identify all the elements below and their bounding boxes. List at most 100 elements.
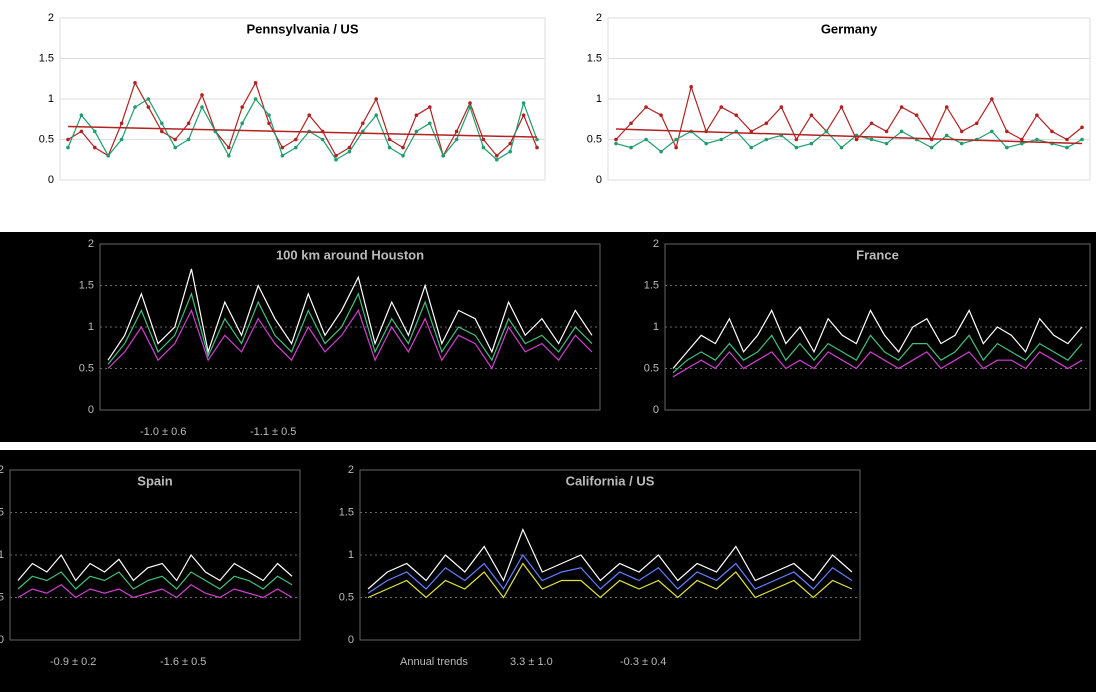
point — [320, 137, 325, 142]
y-tick-label: 0.5 — [587, 133, 602, 145]
point — [454, 129, 459, 134]
point — [280, 153, 285, 158]
series-line — [17, 584, 293, 599]
point — [227, 153, 231, 158]
chart-title: 100 km around Houston — [276, 247, 424, 262]
point — [79, 113, 84, 117]
point — [764, 121, 769, 126]
point — [990, 97, 994, 101]
point — [160, 121, 164, 126]
y-tick-label: 1 — [0, 549, 4, 561]
point — [869, 121, 874, 126]
point — [734, 113, 739, 117]
point — [133, 105, 137, 109]
point — [387, 137, 392, 142]
y-tick-label: 0.5 — [339, 591, 354, 603]
point — [749, 129, 754, 134]
annotation: Annual trends — [400, 656, 468, 668]
point — [468, 105, 472, 109]
point — [884, 129, 889, 134]
point — [839, 145, 844, 150]
point — [66, 145, 70, 150]
point — [689, 85, 693, 89]
annotation: -1.1 ± 0.5 — [250, 426, 296, 438]
point — [809, 141, 814, 146]
point — [794, 137, 799, 142]
point — [280, 145, 285, 150]
series-line — [107, 268, 593, 361]
annotation: 3.3 ± 1.0 — [510, 656, 553, 668]
point — [133, 81, 137, 85]
chart-title: Pennsylvania / US — [247, 21, 359, 36]
point — [644, 105, 648, 109]
point — [1065, 137, 1069, 142]
point — [899, 105, 904, 109]
point — [414, 129, 419, 134]
point — [944, 133, 949, 138]
y-tick-label: 0 — [0, 634, 4, 646]
point — [508, 149, 512, 154]
point — [401, 153, 405, 158]
point — [441, 153, 446, 158]
point — [629, 145, 633, 150]
y-tick-label: 1.5 — [644, 279, 659, 291]
point — [267, 121, 271, 126]
point — [374, 113, 379, 117]
point — [361, 121, 365, 126]
point — [146, 105, 151, 109]
point — [173, 145, 177, 150]
series-line — [67, 81, 538, 158]
point — [454, 137, 459, 142]
point — [614, 141, 618, 146]
y-tick-label: 2 — [0, 464, 4, 476]
chart-title: Spain — [137, 473, 172, 488]
trend-line — [67, 125, 538, 138]
point — [481, 137, 486, 142]
point — [66, 137, 70, 142]
point — [267, 113, 271, 117]
point — [674, 137, 678, 142]
point — [186, 121, 191, 126]
point — [119, 137, 124, 142]
point — [629, 121, 633, 126]
point — [1080, 137, 1084, 142]
y-tick-label: 0.5 — [0, 591, 4, 603]
point — [160, 129, 164, 134]
point — [106, 153, 110, 158]
point — [974, 121, 979, 126]
point — [1035, 137, 1039, 142]
point — [347, 145, 352, 150]
point — [959, 141, 964, 146]
point — [944, 105, 949, 109]
y-tick-label: 1.5 — [339, 506, 354, 518]
point — [334, 153, 338, 158]
point — [749, 145, 754, 150]
series-line — [672, 309, 1083, 369]
point — [428, 121, 432, 126]
point — [719, 137, 724, 142]
point — [1020, 137, 1024, 142]
y-tick-label: 1 — [653, 321, 659, 333]
y-tick-label: 0 — [653, 404, 659, 416]
point — [93, 145, 97, 150]
point — [719, 105, 724, 109]
point — [794, 145, 799, 150]
point — [704, 141, 708, 146]
annotation: -0.9 ± 0.2 — [50, 656, 96, 668]
point — [899, 129, 904, 134]
y-tick-label: 1 — [596, 93, 602, 105]
panel-background — [548, 0, 1096, 210]
y-tick-label: 0 — [348, 634, 354, 646]
point — [200, 93, 204, 97]
point — [614, 137, 618, 142]
y-tick-label: 1 — [88, 321, 94, 333]
y-tick-label: 0.5 — [39, 133, 54, 145]
point — [1065, 145, 1069, 150]
point — [521, 113, 526, 117]
point — [929, 145, 934, 150]
point — [428, 105, 432, 109]
y-tick-label: 2 — [596, 12, 602, 24]
y-tick-label: 1.5 — [587, 52, 602, 64]
y-tick-label: 1 — [348, 549, 354, 561]
